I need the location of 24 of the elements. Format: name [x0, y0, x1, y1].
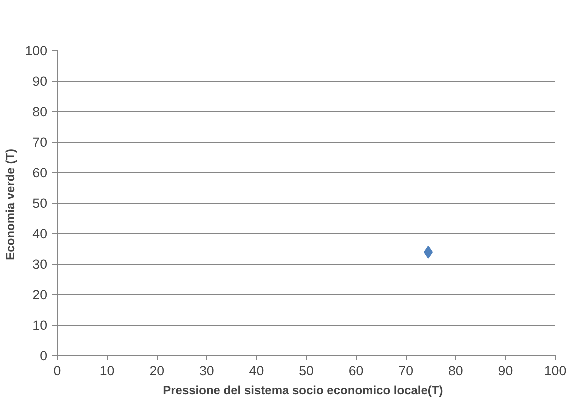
y-tick-label: 100: [25, 44, 48, 58]
y-tick-label: 90: [32, 74, 48, 89]
x-tick-label: 100: [544, 364, 567, 378]
y-tick-label: 30: [32, 257, 48, 272]
y-tick-label: 80: [32, 104, 48, 120]
y-tick-label: 10: [32, 318, 48, 333]
x-tick-label: 70: [398, 364, 414, 378]
x-tick-label: 40: [249, 364, 264, 378]
y-tick-label: 70: [32, 135, 48, 150]
x-tick-label: 20: [150, 364, 165, 378]
y-tick-label: 20: [32, 288, 48, 302]
y-tick-label: 0: [40, 348, 48, 364]
y-tick-label: 60: [32, 166, 48, 180]
y-tick-label: 50: [32, 196, 48, 211]
x-tick-label: 30: [199, 364, 214, 378]
x-tick-label: 60: [348, 364, 364, 378]
x-tick-label: 80: [448, 364, 464, 378]
x-tick-label: 10: [100, 364, 115, 378]
y-tick-label: 40: [32, 226, 48, 242]
x-tick-label: 0: [54, 364, 62, 378]
x-tick-label: 90: [498, 364, 514, 378]
x-axis-title: Pressione del sistema socio economico locale(T): [163, 384, 444, 398]
y-axis-title: Economia verde (T): [3, 148, 18, 260]
x-tick-label: 50: [299, 364, 314, 378]
